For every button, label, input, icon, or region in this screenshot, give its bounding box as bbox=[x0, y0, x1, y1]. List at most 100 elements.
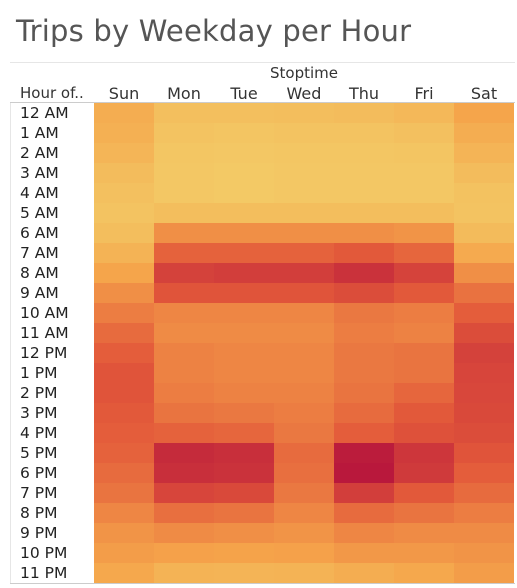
heatmap-cell-tue-3pm[interactable] bbox=[214, 403, 274, 423]
heatmap-cell-wed-7am[interactable] bbox=[274, 243, 334, 263]
heatmap-cell-fri-1pm[interactable] bbox=[394, 363, 454, 383]
heatmap-cell-wed-3pm[interactable] bbox=[274, 403, 334, 423]
heatmap-cell-wed-12am[interactable] bbox=[274, 103, 334, 123]
heatmap-cell-sat-1am[interactable] bbox=[454, 123, 514, 143]
heatmap-cell-wed-10am[interactable] bbox=[274, 303, 334, 323]
heatmap-cell-tue-1pm[interactable] bbox=[214, 363, 274, 383]
heatmap-cell-sat-10pm[interactable] bbox=[454, 543, 514, 563]
heatmap-cell-sat-2am[interactable] bbox=[454, 143, 514, 163]
heatmap-cell-tue-9am[interactable] bbox=[214, 283, 274, 303]
heatmap-cell-thu-5am[interactable] bbox=[334, 203, 394, 223]
heatmap-cell-thu-3pm[interactable] bbox=[334, 403, 394, 423]
heatmap-cell-fri-10pm[interactable] bbox=[394, 543, 454, 563]
heatmap-cell-sun-6pm[interactable] bbox=[94, 463, 154, 483]
heatmap-cell-fri-9am[interactable] bbox=[394, 283, 454, 303]
heatmap-cell-fri-8pm[interactable] bbox=[394, 503, 454, 523]
heatmap-cell-mon-10pm[interactable] bbox=[154, 543, 214, 563]
heatmap-cell-fri-12am[interactable] bbox=[394, 103, 454, 123]
heatmap-cell-sun-9pm[interactable] bbox=[94, 523, 154, 543]
heatmap-cell-thu-6am[interactable] bbox=[334, 223, 394, 243]
heatmap-cell-fri-3pm[interactable] bbox=[394, 403, 454, 423]
heatmap-cell-wed-11am[interactable] bbox=[274, 323, 334, 343]
heatmap-cell-thu-9pm[interactable] bbox=[334, 523, 394, 543]
heatmap-cell-sat-5pm[interactable] bbox=[454, 443, 514, 463]
heatmap-cell-tue-10am[interactable] bbox=[214, 303, 274, 323]
heatmap-cell-sun-12pm[interactable] bbox=[94, 343, 154, 363]
heatmap-cell-fri-5pm[interactable] bbox=[394, 443, 454, 463]
heatmap-cell-tue-12am[interactable] bbox=[214, 103, 274, 123]
heatmap-cell-fri-2pm[interactable] bbox=[394, 383, 454, 403]
heatmap-cell-sat-12pm[interactable] bbox=[454, 343, 514, 363]
heatmap-cell-thu-12pm[interactable] bbox=[334, 343, 394, 363]
heatmap-cell-sat-4pm[interactable] bbox=[454, 423, 514, 443]
heatmap-cell-mon-11am[interactable] bbox=[154, 323, 214, 343]
heatmap-cell-sat-10am[interactable] bbox=[454, 303, 514, 323]
heatmap-cell-sun-4am[interactable] bbox=[94, 183, 154, 203]
heatmap-cell-tue-8pm[interactable] bbox=[214, 503, 274, 523]
heatmap-cell-fri-10am[interactable] bbox=[394, 303, 454, 323]
heatmap-cell-mon-12pm[interactable] bbox=[154, 343, 214, 363]
heatmap-cell-thu-4pm[interactable] bbox=[334, 423, 394, 443]
heatmap-cell-fri-9pm[interactable] bbox=[394, 523, 454, 543]
heatmap-cell-mon-6pm[interactable] bbox=[154, 463, 214, 483]
heatmap-cell-tue-1am[interactable] bbox=[214, 123, 274, 143]
heatmap-cell-fri-12pm[interactable] bbox=[394, 343, 454, 363]
heatmap-cell-thu-11am[interactable] bbox=[334, 323, 394, 343]
heatmap-cell-tue-11am[interactable] bbox=[214, 323, 274, 343]
heatmap-cell-thu-2am[interactable] bbox=[334, 143, 394, 163]
heatmap-cell-thu-9am[interactable] bbox=[334, 283, 394, 303]
heatmap-cell-fri-5am[interactable] bbox=[394, 203, 454, 223]
heatmap-cell-tue-7am[interactable] bbox=[214, 243, 274, 263]
heatmap-cell-wed-8pm[interactable] bbox=[274, 503, 334, 523]
heatmap-cell-fri-4pm[interactable] bbox=[394, 423, 454, 443]
heatmap-cell-sat-7pm[interactable] bbox=[454, 483, 514, 503]
heatmap-cell-mon-9am[interactable] bbox=[154, 283, 214, 303]
heatmap-cell-tue-9pm[interactable] bbox=[214, 523, 274, 543]
heatmap-cell-tue-5pm[interactable] bbox=[214, 443, 274, 463]
heatmap-cell-thu-11pm[interactable] bbox=[334, 563, 394, 583]
heatmap-cell-sat-12am[interactable] bbox=[454, 103, 514, 123]
heatmap-cell-sat-11am[interactable] bbox=[454, 323, 514, 343]
heatmap-cell-sun-2am[interactable] bbox=[94, 143, 154, 163]
heatmap-cell-tue-10pm[interactable] bbox=[214, 543, 274, 563]
heatmap-cell-tue-12pm[interactable] bbox=[214, 343, 274, 363]
heatmap-cell-wed-6am[interactable] bbox=[274, 223, 334, 243]
heatmap-cell-thu-2pm[interactable] bbox=[334, 383, 394, 403]
heatmap-cell-wed-5am[interactable] bbox=[274, 203, 334, 223]
heatmap-cell-sun-6am[interactable] bbox=[94, 223, 154, 243]
heatmap-cell-sat-8am[interactable] bbox=[454, 263, 514, 283]
heatmap-cell-mon-12am[interactable] bbox=[154, 103, 214, 123]
heatmap-cell-sun-3pm[interactable] bbox=[94, 403, 154, 423]
heatmap-cell-wed-1pm[interactable] bbox=[274, 363, 334, 383]
heatmap-cell-wed-6pm[interactable] bbox=[274, 463, 334, 483]
heatmap-cell-mon-1pm[interactable] bbox=[154, 363, 214, 383]
heatmap-cell-tue-11pm[interactable] bbox=[214, 563, 274, 583]
heatmap-cell-wed-4am[interactable] bbox=[274, 183, 334, 203]
heatmap-cell-thu-12am[interactable] bbox=[334, 103, 394, 123]
heatmap-cell-sat-4am[interactable] bbox=[454, 183, 514, 203]
heatmap-cell-sat-3pm[interactable] bbox=[454, 403, 514, 423]
heatmap-cell-thu-10pm[interactable] bbox=[334, 543, 394, 563]
heatmap-cell-thu-7pm[interactable] bbox=[334, 483, 394, 503]
heatmap-cell-fri-8am[interactable] bbox=[394, 263, 454, 283]
heatmap-cell-tue-6am[interactable] bbox=[214, 223, 274, 243]
heatmap-cell-mon-8pm[interactable] bbox=[154, 503, 214, 523]
heatmap-cell-tue-7pm[interactable] bbox=[214, 483, 274, 503]
heatmap-cell-fri-11am[interactable] bbox=[394, 323, 454, 343]
heatmap-cell-wed-4pm[interactable] bbox=[274, 423, 334, 443]
heatmap-cell-thu-1am[interactable] bbox=[334, 123, 394, 143]
heatmap-cell-wed-12pm[interactable] bbox=[274, 343, 334, 363]
heatmap-cell-sat-9am[interactable] bbox=[454, 283, 514, 303]
heatmap-cell-mon-8am[interactable] bbox=[154, 263, 214, 283]
heatmap-cell-wed-2pm[interactable] bbox=[274, 383, 334, 403]
heatmap-cell-fri-4am[interactable] bbox=[394, 183, 454, 203]
heatmap-cell-sun-2pm[interactable] bbox=[94, 383, 154, 403]
heatmap-cell-mon-6am[interactable] bbox=[154, 223, 214, 243]
heatmap-cell-wed-9pm[interactable] bbox=[274, 523, 334, 543]
heatmap-cell-thu-7am[interactable] bbox=[334, 243, 394, 263]
heatmap-cell-mon-11pm[interactable] bbox=[154, 563, 214, 583]
heatmap-cell-wed-8am[interactable] bbox=[274, 263, 334, 283]
heatmap-cell-sun-12am[interactable] bbox=[94, 103, 154, 123]
heatmap-cell-wed-9am[interactable] bbox=[274, 283, 334, 303]
heatmap-cell-mon-4am[interactable] bbox=[154, 183, 214, 203]
